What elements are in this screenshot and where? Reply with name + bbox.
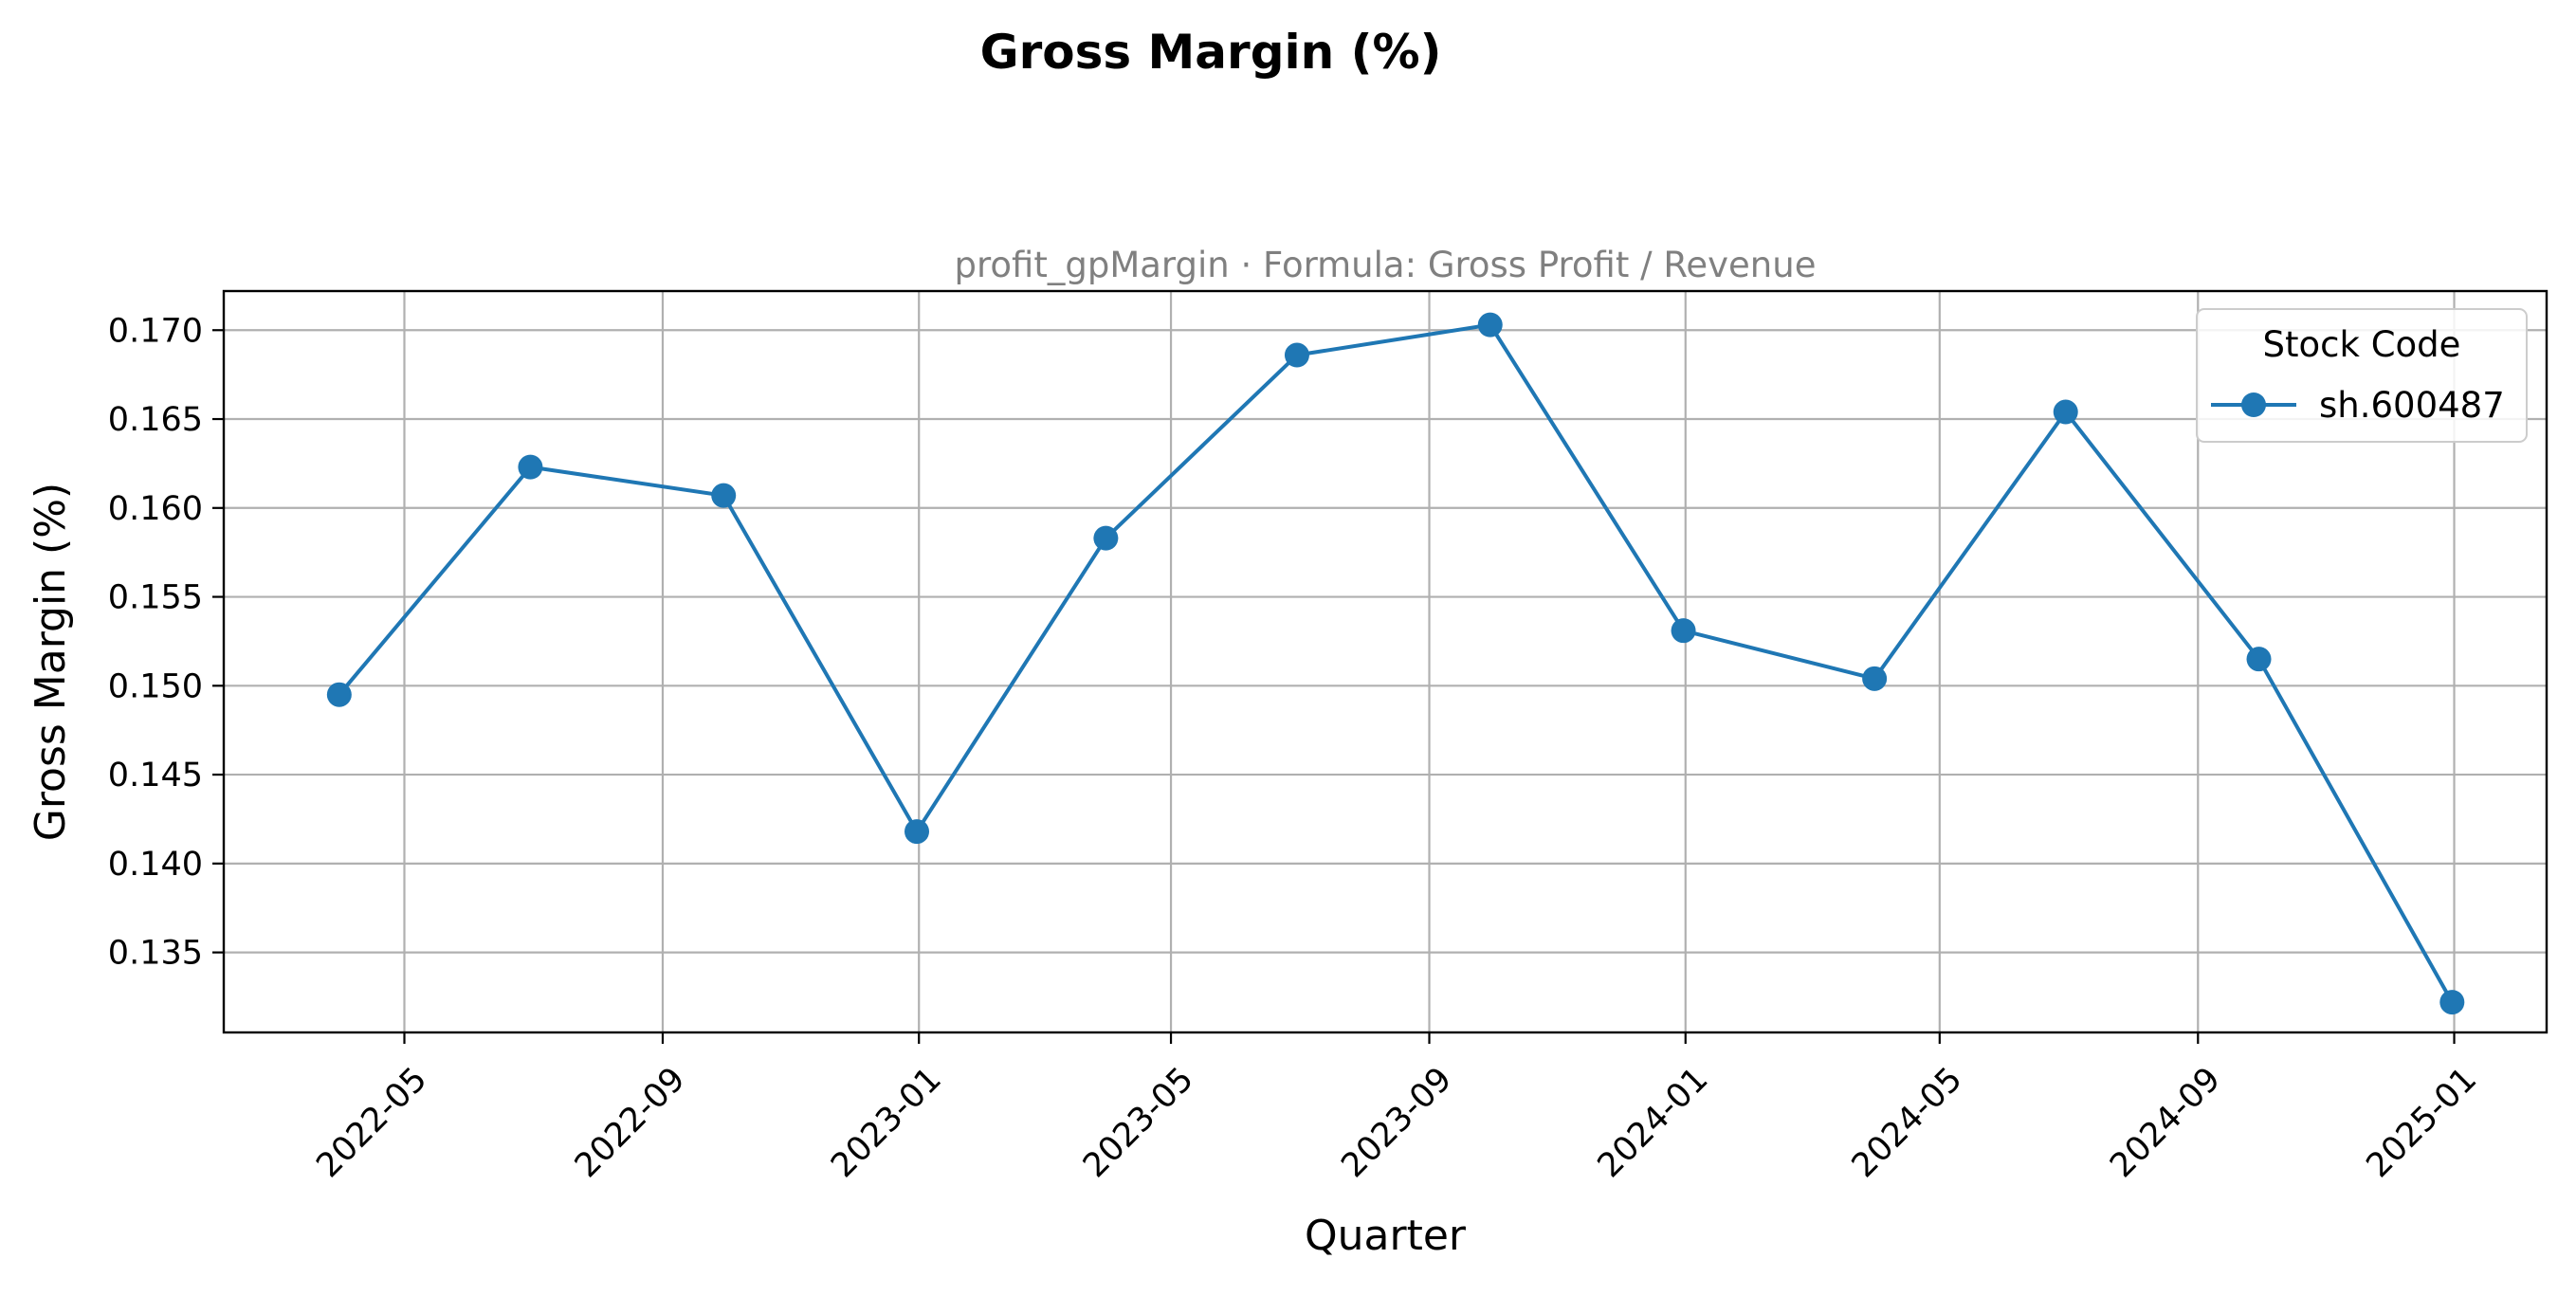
legend-entry-label: sh.600487 xyxy=(2319,385,2505,426)
x-tick-label: 2023-09 xyxy=(1335,1060,1460,1185)
chart-subtitle: profit_gpMargin · Formula: Gross Profit … xyxy=(955,245,1817,285)
y-tick-label: 0.135 xyxy=(108,935,203,973)
x-tick-label: 2024-01 xyxy=(1591,1060,1716,1185)
plot-area-frame xyxy=(222,289,2549,1034)
y-tick-label: 0.140 xyxy=(108,846,203,884)
data-point xyxy=(711,483,737,508)
y-tick-label: 0.155 xyxy=(108,579,203,617)
x-tick-label: 2024-09 xyxy=(2103,1060,2228,1185)
data-point xyxy=(1671,618,1696,644)
x-axis-label: Quarter xyxy=(1305,1212,1467,1260)
series-layer xyxy=(326,312,2465,1015)
chart-title: Gross Margin (%) xyxy=(980,25,1442,80)
x-tick-label: 2022-09 xyxy=(568,1060,693,1185)
data-point xyxy=(518,454,543,480)
data-point xyxy=(2246,647,2272,672)
y-tick-label: 0.160 xyxy=(108,490,203,528)
x-tick-label: 2025-01 xyxy=(2360,1060,2485,1185)
legend: Stock Code sh.600487 xyxy=(2196,308,2528,443)
series-line xyxy=(338,322,2455,1004)
y-axis-label: Gross Margin (%) xyxy=(27,483,75,841)
data-point xyxy=(1477,312,1503,338)
axis-ticks: 0.135 0.140 0.145 0.150 0.155 0.160 0.165 0.170… xyxy=(108,312,2484,1185)
data-point xyxy=(2439,990,2465,1015)
data-point xyxy=(2053,399,2078,425)
x-tick-label: 2024-05 xyxy=(1845,1060,1970,1185)
x-tick-label: 2023-05 xyxy=(1076,1060,1201,1185)
y-tick-label: 0.145 xyxy=(108,757,203,794)
data-point xyxy=(326,682,352,707)
data-point xyxy=(1862,666,1888,691)
y-tick-label: 0.150 xyxy=(108,667,203,705)
grid xyxy=(224,291,2547,1032)
legend-box xyxy=(2196,308,2528,443)
x-tick-label: 2022-05 xyxy=(309,1060,434,1185)
y-tick-label: 0.165 xyxy=(108,401,203,439)
y-tick-label: 0.170 xyxy=(108,312,203,350)
legend-title: Stock Code xyxy=(2263,324,2461,365)
x-tick-label: 2023-01 xyxy=(824,1060,949,1185)
data-point xyxy=(904,819,930,845)
legend-marker-swatch xyxy=(2241,392,2266,417)
data-point xyxy=(1284,342,1309,368)
data-point xyxy=(1093,525,1119,551)
